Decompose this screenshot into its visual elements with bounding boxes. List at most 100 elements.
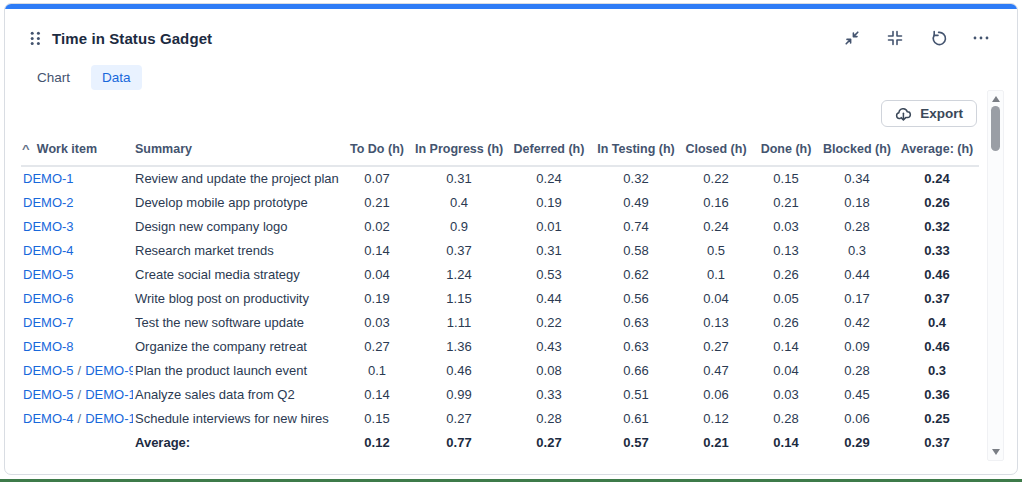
- work-item-cell: DEMO-1: [21, 166, 133, 191]
- work-item-cell: DEMO-5: [21, 263, 133, 287]
- work-item-link[interactable]: DEMO-4: [23, 411, 74, 426]
- work-item-link[interactable]: DEMO-10: [85, 387, 133, 402]
- data-table-container: ^Work item Summary To Do (h) In Progress…: [5, 127, 1017, 455]
- work-item-link[interactable]: DEMO-2: [23, 195, 74, 210]
- column-header-summary[interactable]: Summary: [133, 136, 341, 166]
- scrollbar-up-arrow-icon[interactable]: [992, 96, 1000, 102]
- table-header-row: ^Work item Summary To Do (h) In Progress…: [21, 136, 979, 166]
- sort-ascending-icon: ^: [22, 144, 30, 155]
- average-cell: 0.46: [895, 335, 979, 359]
- summary-cell: Write blog post on productivity: [133, 287, 341, 311]
- average-cell: 0.46: [895, 263, 979, 287]
- column-header-deferred[interactable]: Deferred (h): [505, 136, 593, 166]
- work-item-link[interactable]: DEMO-1: [23, 171, 74, 186]
- minimize-diagonal-icon[interactable]: [842, 28, 862, 48]
- average-cell: 0.37: [895, 287, 979, 311]
- work-item-cell: DEMO-8: [21, 335, 133, 359]
- table-row: DEMO-4 /DEMO-11 Schedule interviews for n…: [21, 407, 979, 431]
- column-header-work-item[interactable]: ^Work item: [21, 136, 133, 166]
- summary-cell: Analyze sales data from Q2: [133, 383, 341, 407]
- page-title: Time in Status Gadget: [52, 30, 212, 47]
- average-cell: 0.25: [895, 407, 979, 431]
- work-item-cell: DEMO-2: [21, 191, 133, 215]
- column-header-to-do[interactable]: To Do (h): [341, 136, 413, 166]
- work-item-link[interactable]: DEMO-5: [23, 363, 74, 378]
- average-row-label: Average:: [133, 431, 341, 455]
- gadget-screen: Time in Status Gadget: [0, 0, 1022, 482]
- table-row: DEMO-4 Research market trends 0.14 0.37 …: [21, 239, 979, 263]
- toolbar: Export: [5, 90, 1017, 127]
- table-row: DEMO-8 Organize the company retreat 0.27…: [21, 335, 979, 359]
- column-header-done[interactable]: Done (h): [753, 136, 819, 166]
- work-item-link[interactable]: DEMO-5: [23, 267, 74, 282]
- tab-chart[interactable]: Chart: [26, 65, 81, 90]
- column-header-closed[interactable]: Closed (h): [679, 136, 753, 166]
- summary-cell: Develop mobile app prototype: [133, 191, 341, 215]
- work-item-cell: DEMO-5 /DEMO-10: [21, 383, 133, 407]
- summary-cell: Review and update the project plan: [133, 166, 341, 191]
- average-cell: 0.33: [895, 239, 979, 263]
- tab-data[interactable]: Data: [91, 65, 142, 90]
- work-item-link[interactable]: DEMO-4: [23, 243, 74, 258]
- summary-cell: Research market trends: [133, 239, 341, 263]
- table-row: DEMO-5 Create social media strategy 0.04…: [21, 263, 979, 287]
- work-item-cell: [21, 431, 133, 455]
- table-row: DEMO-1 Review and update the project pla…: [21, 166, 979, 191]
- work-item-link[interactable]: DEMO-3: [23, 219, 74, 234]
- time-in-status-table: ^Work item Summary To Do (h) In Progress…: [21, 136, 979, 455]
- summary-cell: Organize the company retreat: [133, 335, 341, 359]
- table-row: DEMO-7 Test the new software update 0.03…: [21, 311, 979, 335]
- table-row: DEMO-3 Design new company logo 0.02 0.9 …: [21, 215, 979, 239]
- export-button[interactable]: Export: [881, 100, 977, 127]
- key-separator: /: [78, 411, 82, 426]
- average-cell: 0.24: [895, 166, 979, 191]
- drag-handle-icon[interactable]: [29, 28, 41, 48]
- work-item-cell: DEMO-7: [21, 311, 133, 335]
- key-separator: /: [78, 387, 82, 402]
- work-item-link[interactable]: DEMO-7: [23, 315, 74, 330]
- key-separator: /: [78, 363, 82, 378]
- work-item-cell: DEMO-6: [21, 287, 133, 311]
- view-tabs: Chart Data: [5, 48, 1017, 90]
- average-cell: 0.36: [895, 383, 979, 407]
- work-item-cell: DEMO-4: [21, 239, 133, 263]
- column-header-in-progress[interactable]: In Progress (h): [413, 136, 505, 166]
- work-item-cell: DEMO-5 /DEMO-9: [21, 359, 133, 383]
- average-cell: 0.32: [895, 215, 979, 239]
- table-row: DEMO-6 Write blog post on productivity 0…: [21, 287, 979, 311]
- average-cell: 0.37: [895, 431, 979, 455]
- work-item-link[interactable]: DEMO-5: [23, 387, 74, 402]
- header-actions: [842, 28, 991, 48]
- table-row: DEMO-5 /DEMO-9 Plan the product launch ev…: [21, 359, 979, 383]
- refresh-icon[interactable]: [928, 28, 948, 48]
- column-header-blocked[interactable]: Blocked (h): [819, 136, 895, 166]
- summary-cell: Design new company logo: [133, 215, 341, 239]
- column-header-in-testing[interactable]: In Testing (h): [593, 136, 679, 166]
- card-header: Time in Status Gadget: [5, 9, 1017, 48]
- work-item-link[interactable]: DEMO-11: [85, 411, 133, 426]
- work-item-cell: DEMO-3: [21, 215, 133, 239]
- table-row: DEMO-5 /DEMO-10 Analyze sales data from Q…: [21, 383, 979, 407]
- summary-cell: Schedule interviews for new hires: [133, 407, 341, 431]
- time-in-status-gadget-card: Time in Status Gadget: [4, 3, 1018, 475]
- cloud-download-icon: [895, 107, 912, 121]
- average-cell: 0.26: [895, 191, 979, 215]
- summary-cell: Plan the product launch event: [133, 359, 341, 383]
- average-summary-row: Average: 0.12 0.77 0.27 0.57 0.21 0.14 0…: [21, 431, 979, 455]
- work-item-link[interactable]: DEMO-8: [23, 339, 74, 354]
- table-row: DEMO-2 Develop mobile app prototype 0.21…: [21, 191, 979, 215]
- work-item-link[interactable]: DEMO-9: [85, 363, 133, 378]
- work-item-cell: DEMO-4 /DEMO-11: [21, 407, 133, 431]
- scrollbar-thumb[interactable]: [991, 106, 1000, 151]
- vertical-scrollbar[interactable]: [987, 90, 1004, 461]
- export-button-label: Export: [920, 106, 963, 121]
- summary-cell: Create social media strategy: [133, 263, 341, 287]
- column-header-average[interactable]: Average: (h): [895, 136, 979, 166]
- collapse-corners-icon[interactable]: [885, 28, 905, 48]
- summary-cell: Test the new software update: [133, 311, 341, 335]
- work-item-link[interactable]: DEMO-6: [23, 291, 74, 306]
- average-cell: 0.4: [895, 311, 979, 335]
- scrollbar-down-arrow-icon[interactable]: [992, 449, 1000, 455]
- more-options-icon[interactable]: [971, 28, 991, 48]
- average-cell: 0.3: [895, 359, 979, 383]
